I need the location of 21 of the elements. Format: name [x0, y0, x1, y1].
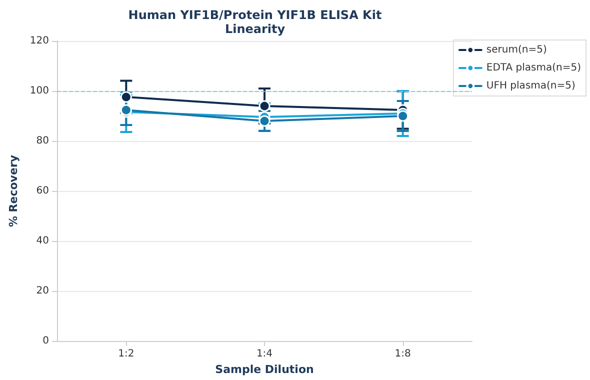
y-axis-title: % Recovery	[7, 154, 20, 228]
y-tick-label: 80	[36, 136, 49, 146]
legend-label: EDTA plasma(n=5)	[486, 62, 582, 74]
y-tick-label: 100	[30, 86, 49, 96]
y-tick-label: 20	[36, 286, 49, 296]
chart-subtitle: Linearity	[224, 22, 286, 36]
x-tick-label: 1:2	[118, 348, 134, 360]
x-tick-label: 1:8	[394, 348, 411, 360]
point	[120, 91, 132, 103]
point	[258, 115, 270, 127]
y-tick-label: 40	[36, 236, 49, 246]
point	[258, 100, 270, 112]
x-tick-label: 1:4	[256, 348, 273, 360]
legend-label: UFH plasma(n=5)	[486, 80, 576, 92]
x-axis-title: Sample Dilution	[215, 362, 314, 376]
chart-title: Human YIF1B/Protein YIF1B ELISA Kit	[128, 8, 382, 22]
y-tick-label: 60	[36, 186, 49, 196]
y-tick-label: 0	[42, 336, 49, 346]
point	[397, 110, 409, 122]
y-tick-label: 120	[30, 36, 49, 46]
legend-label: serum(n=5)	[486, 44, 547, 56]
